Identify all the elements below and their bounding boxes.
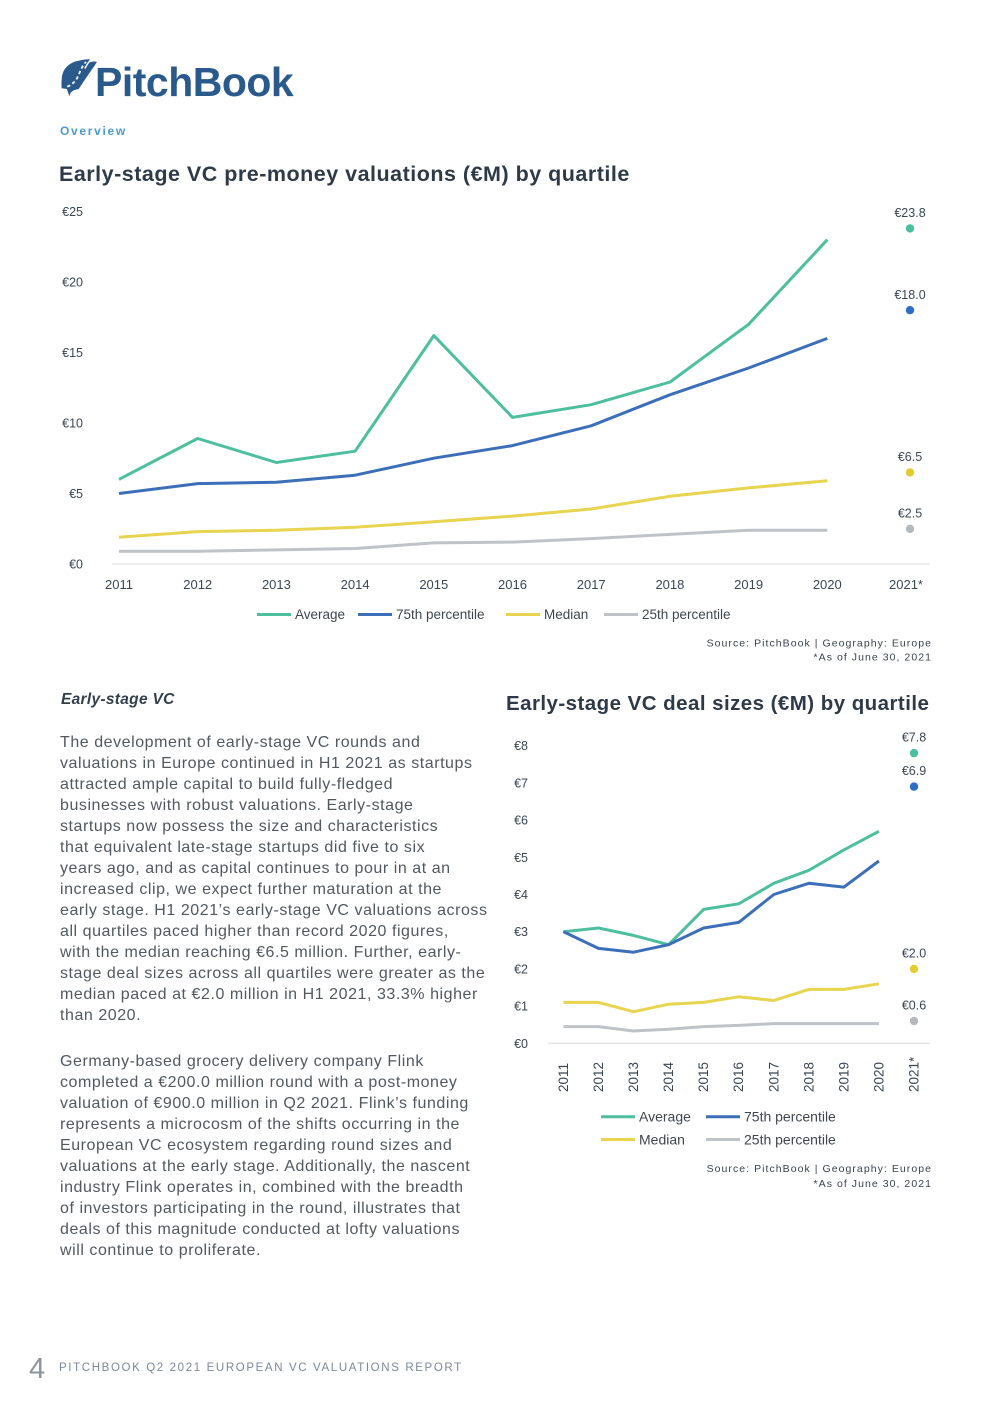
svg-text:€6: €6: [514, 814, 528, 828]
svg-text:2015: 2015: [696, 1062, 711, 1092]
svg-text:€5: €5: [514, 851, 528, 865]
svg-text:2013: 2013: [626, 1062, 641, 1092]
svg-text:€0: €0: [69, 558, 83, 572]
svg-text:25th percentile: 25th percentile: [642, 607, 731, 622]
svg-text:€23.8: €23.8: [894, 206, 925, 220]
svg-text:Median: Median: [544, 607, 588, 622]
svg-text:2019: 2019: [836, 1062, 851, 1092]
svg-text:2019: 2019: [734, 577, 763, 592]
svg-text:2014: 2014: [341, 577, 370, 592]
svg-text:2014: 2014: [661, 1061, 676, 1092]
svg-text:2021*: 2021*: [906, 1056, 921, 1092]
svg-text:2016: 2016: [731, 1062, 746, 1092]
svg-text:€1: €1: [514, 1000, 528, 1014]
svg-text:75th percentile: 75th percentile: [744, 1109, 836, 1125]
svg-text:2020: 2020: [871, 1062, 886, 1092]
svg-text:2011: 2011: [105, 577, 133, 592]
svg-text:€3: €3: [514, 925, 528, 939]
svg-text:*As of June 30, 2021: *As of June 30, 2021: [814, 652, 933, 664]
svg-text:€25: €25: [62, 205, 83, 219]
svg-text:2017: 2017: [766, 1062, 781, 1092]
svg-text:2012: 2012: [591, 1062, 606, 1092]
svg-text:Average: Average: [639, 1109, 691, 1125]
svg-text:2011: 2011: [556, 1063, 571, 1092]
svg-text:2017: 2017: [577, 577, 606, 592]
svg-text:€15: €15: [62, 346, 83, 360]
svg-text:€10: €10: [62, 417, 83, 431]
svg-text:€7.8: €7.8: [902, 731, 926, 745]
svg-text:Source: PitchBook | Geography:: Source: PitchBook | Geography: Europe: [707, 1163, 932, 1175]
svg-text:Median: Median: [639, 1132, 685, 1148]
svg-text:€18.0: €18.0: [894, 288, 925, 302]
svg-text:2021*: 2021*: [889, 577, 923, 592]
svg-text:€2.0: €2.0: [902, 947, 926, 961]
svg-text:€6.5: €6.5: [898, 450, 922, 464]
svg-text:€4: €4: [514, 888, 528, 902]
svg-text:€7: €7: [514, 776, 528, 790]
svg-text:2015: 2015: [419, 577, 448, 592]
svg-text:€8: €8: [514, 739, 528, 753]
svg-text:€2: €2: [514, 962, 528, 976]
svg-text:75th percentile: 75th percentile: [396, 607, 485, 622]
svg-text:Source: PitchBook | Geography:: Source: PitchBook | Geography: Europe: [707, 638, 932, 650]
svg-text:€0.6: €0.6: [902, 999, 926, 1013]
svg-text:€0: €0: [514, 1037, 528, 1051]
svg-text:2013: 2013: [262, 577, 291, 592]
svg-text:2012: 2012: [183, 577, 212, 592]
svg-text:Average: Average: [295, 607, 345, 622]
svg-text:2016: 2016: [498, 577, 527, 592]
svg-text:2020: 2020: [813, 577, 842, 592]
svg-text:€2.5: €2.5: [898, 507, 922, 521]
svg-text:€5: €5: [69, 487, 83, 501]
svg-text:25th percentile: 25th percentile: [744, 1132, 836, 1148]
svg-text:€20: €20: [62, 276, 83, 290]
svg-text:2018: 2018: [655, 577, 684, 592]
svg-text:*As of June 30, 2021: *As of June 30, 2021: [814, 1178, 933, 1190]
svg-text:€6.9: €6.9: [902, 764, 926, 778]
svg-text:2018: 2018: [801, 1062, 816, 1092]
